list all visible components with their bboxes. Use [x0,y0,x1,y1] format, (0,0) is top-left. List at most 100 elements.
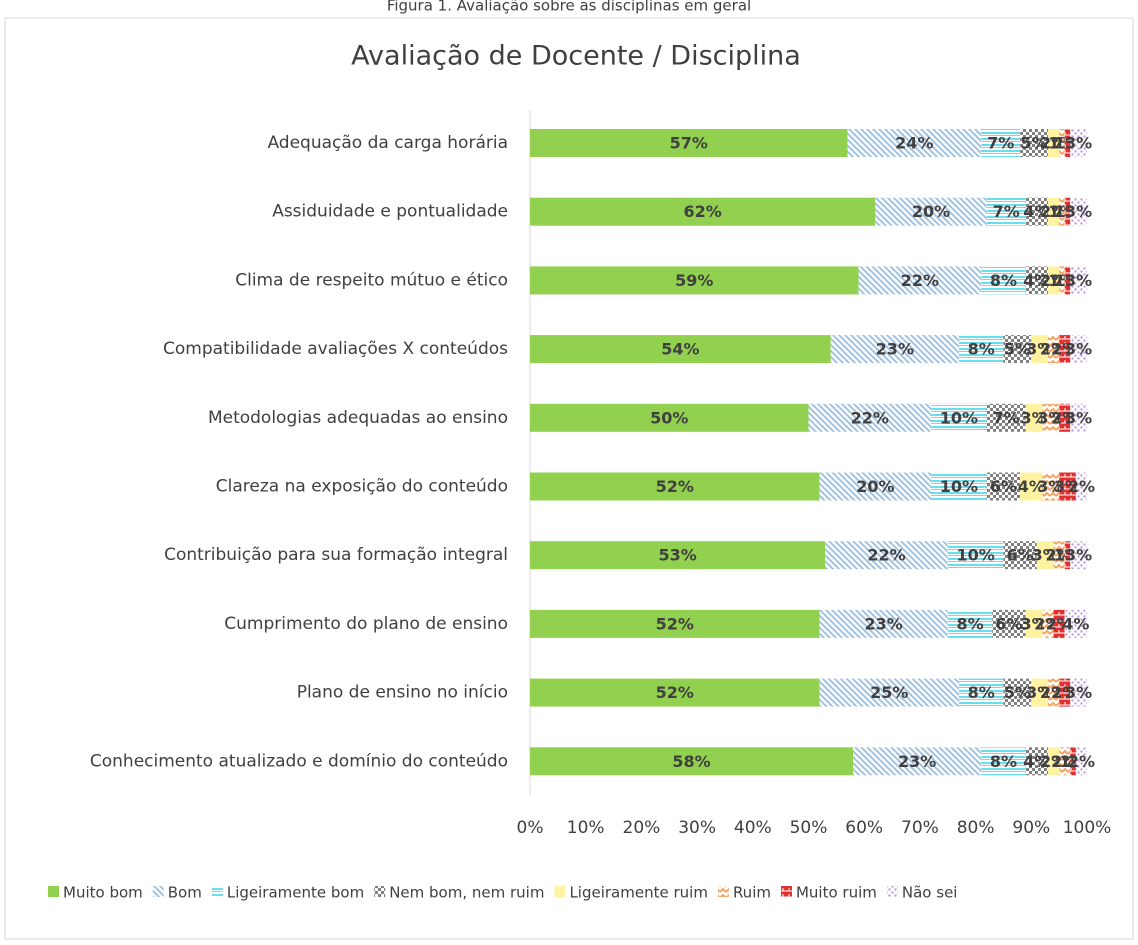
bar-segment [530,678,820,707]
bar-segment [1064,129,1071,157]
bar-segment [1059,472,1076,501]
y-tick-label: Contribuição para sua formação integral [164,545,508,565]
legend-swatch [374,886,386,897]
bar-segment [819,472,932,501]
bar-segment [830,335,959,364]
bar-segment [1059,266,1065,295]
data-label: 52% [656,683,694,702]
y-tick-label: Cumprimento do plano de ensino [224,614,508,634]
data-label: 25% [870,683,908,702]
legend-label: Bom [168,884,202,902]
legend-label: Ruim [733,884,771,902]
data-label: 3% [1037,477,1064,496]
data-label: 6% [1007,546,1034,565]
bar-segment [1031,678,1049,707]
data-label: 3% [1032,546,1059,565]
legend-swatch [554,886,566,897]
data-label: 62% [684,202,722,221]
bar-segment [1003,335,1032,364]
data-label: 58% [672,752,710,771]
bar-segment [1070,266,1087,295]
data-label: 22% [851,408,889,427]
data-label: 8% [968,683,995,702]
data-label: 53% [658,546,696,565]
data-label: 23% [865,614,903,633]
data-label: 50% [650,408,688,427]
legend-swatch [48,886,59,897]
bar-segment [1020,129,1049,157]
data-label: 7% [993,202,1020,221]
data-label: 4% [1018,477,1045,496]
bar-segment [808,403,932,432]
legend-swatch [717,886,729,897]
bar-segment [1048,678,1060,707]
y-tick-label: Adequação da carga horária [267,133,508,153]
data-label: 57% [670,134,708,153]
data-label: 10% [940,477,978,496]
data-label: 3% [1026,340,1053,359]
data-label: 20% [856,477,894,496]
bar-segment [947,609,993,638]
data-label: 6% [990,477,1017,496]
legend-swatch [780,886,792,897]
x-tick-label: 10% [567,818,605,838]
data-label: 4% [1023,202,1050,221]
chart-title: Avaliação de Docente / Disciplina [351,41,801,72]
data-label: 3% [1020,408,1047,427]
x-tick-label: 60% [845,818,883,838]
bar-segment [1070,335,1087,364]
data-label: 3% [1026,683,1053,702]
bar-segment [1042,403,1060,432]
bar-segment [1025,403,1043,432]
caption: Figura 1. Avaliação sobre as disciplinas… [387,0,751,15]
data-label: 2% [1068,477,1095,496]
bar-segment [992,609,1026,638]
legend-label: Muito ruim [796,884,877,902]
bar-segment [1064,266,1071,295]
x-tick-label: 50% [790,818,828,838]
x-tick-label: 80% [957,818,995,838]
bar-segment [875,197,987,226]
data-label: 52% [656,614,694,633]
data-label: 10% [956,546,994,565]
bar-segment [958,678,1004,707]
data-label: 3% [1065,546,1092,565]
data-label: 3% [1065,202,1092,221]
legend-label: Não sei [902,884,958,902]
bar-segment [819,609,948,638]
data-label: 59% [675,271,713,290]
data-label: 54% [661,340,699,359]
bar-segment [1025,747,1049,776]
bar-segment [1048,129,1060,157]
bar-segment [530,266,859,295]
data-label: 3% [1054,477,1081,496]
data-label: 4% [1062,614,1089,633]
data-label: 3% [1065,340,1092,359]
x-tick-label: 30% [678,818,716,838]
bar-segment [1053,609,1065,638]
legend-swatch [886,886,898,897]
data-label: 8% [990,752,1017,771]
bar-segment [1064,541,1071,570]
bar-segment [1003,541,1037,570]
legend-label: Ligeiramente bom [227,884,364,902]
bar-segment [1059,129,1065,157]
bar-segment [1070,129,1087,157]
bar-segment [958,335,1004,364]
bar-segment [1064,609,1087,638]
data-label: 3% [1065,134,1092,153]
bar-segment [530,541,826,570]
data-label: 4% [1023,271,1050,290]
x-tick-label: 70% [901,818,939,838]
data-label: 3% [1065,408,1092,427]
bar-segment [530,609,820,638]
data-label: 8% [956,614,983,633]
legend-label: Nem bom, nem ruim [389,884,544,902]
data-label: 8% [990,271,1017,290]
bar-segment [1075,747,1087,776]
x-tick-label: 40% [734,818,772,838]
bar-segment [1025,609,1043,638]
bar-segment [847,129,982,157]
bar-segment [1048,197,1060,226]
